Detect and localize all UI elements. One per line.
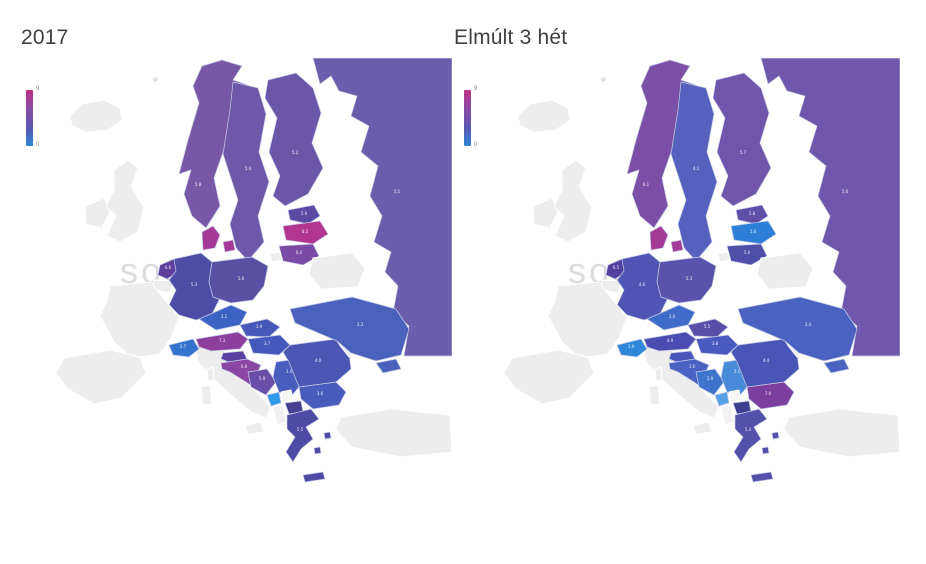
country-islet	[599, 75, 608, 84]
country-greece[interactable]	[313, 446, 322, 455]
country-greece[interactable]	[733, 408, 768, 463]
country-austria[interactable]	[195, 331, 249, 352]
country-poland[interactable]	[656, 256, 717, 304]
country-iberia	[503, 349, 595, 405]
country-belarus	[756, 252, 814, 290]
country-denmark[interactable]	[222, 239, 236, 253]
country-austria[interactable]	[643, 331, 697, 352]
country-denmark[interactable]	[201, 225, 221, 251]
country-poland[interactable]	[208, 256, 269, 304]
legend-max-label: 9	[36, 86, 40, 92]
country-crimea[interactable]	[823, 358, 850, 374]
country-bosnia[interactable]	[247, 368, 277, 396]
country-hungary[interactable]	[695, 334, 739, 356]
country-latvia[interactable]	[282, 220, 329, 245]
map-title-2017: 2017	[21, 26, 69, 49]
europe-choropleth-map-last-3-weeks: 6.14.15.75.65.81.65.06.54.65.33.05.54.91…	[503, 58, 900, 483]
country-iceland	[517, 99, 571, 133]
country-denmark[interactable]	[670, 239, 684, 253]
country-ukraine[interactable]	[737, 296, 858, 362]
country-greece[interactable]	[750, 471, 774, 483]
country-denmark[interactable]	[649, 225, 669, 251]
country-latvia[interactable]	[730, 220, 777, 245]
country-sweden[interactable]	[222, 81, 270, 262]
country-ireland	[532, 197, 559, 229]
country-russia[interactable]	[760, 58, 900, 357]
country-switzerland[interactable]	[616, 338, 648, 358]
country-greece[interactable]	[761, 446, 770, 455]
country-slovakia[interactable]	[687, 318, 729, 338]
country-islet	[151, 75, 160, 84]
country-czech[interactable]	[198, 304, 248, 331]
country-uk	[105, 159, 145, 243]
country-czech[interactable]	[646, 304, 696, 331]
country-greece[interactable]	[771, 431, 780, 440]
country-france	[99, 281, 180, 359]
country-france	[547, 281, 628, 359]
country-italy	[648, 384, 661, 406]
color-scale-legend: 9 0	[464, 86, 482, 150]
country-greece[interactable]	[302, 471, 326, 483]
country-hungary[interactable]	[247, 334, 291, 356]
country-finland[interactable]	[712, 72, 772, 207]
europe-choropleth-map-2017: 5.85.45.25.15.98.26.46.65.35.63.13.97.32…	[55, 58, 452, 483]
country-slovakia[interactable]	[239, 318, 281, 338]
country-italy	[692, 421, 712, 435]
country-turkey	[783, 408, 900, 458]
country-iceland	[69, 99, 123, 133]
country-bosnia[interactable]	[695, 368, 725, 396]
gradient-bar	[26, 90, 33, 146]
country-italy	[206, 366, 215, 382]
country-kosovo	[728, 389, 742, 403]
country-montenegro[interactable]	[266, 391, 282, 407]
legend-min-label: 0	[474, 142, 478, 148]
country-greece[interactable]	[285, 408, 320, 463]
color-scale-legend: 9 0	[26, 86, 44, 150]
country-finland[interactable]	[264, 72, 324, 207]
country-estonia[interactable]	[287, 204, 321, 225]
country-lithuania[interactable]	[278, 243, 320, 266]
country-ireland	[84, 197, 111, 229]
country-crimea[interactable]	[375, 358, 402, 374]
country-switzerland[interactable]	[168, 338, 200, 358]
country-uk	[553, 159, 593, 243]
country-italy	[654, 366, 663, 382]
country-belarus	[308, 252, 366, 290]
country-sweden[interactable]	[670, 81, 718, 262]
country-albania	[720, 404, 735, 426]
country-ukraine[interactable]	[289, 296, 410, 362]
country-kosovo	[280, 389, 294, 403]
country-montenegro[interactable]	[714, 391, 730, 407]
country-kaliningrad	[717, 251, 731, 263]
country-lithuania[interactable]	[726, 243, 768, 266]
country-estonia[interactable]	[735, 204, 769, 225]
map-title-last-3-weeks: Elmúlt 3 hét	[454, 26, 568, 49]
country-kaliningrad	[269, 251, 283, 263]
country-italy	[200, 384, 213, 406]
gradient-bar	[464, 90, 471, 146]
country-italy	[244, 421, 264, 435]
panel-last-3-weeks: Elmúlt 3 hét 9 0 sonline 6.14.15.75.65.8…	[448, 0, 918, 564]
country-russia[interactable]	[312, 58, 452, 357]
country-turkey	[335, 408, 452, 458]
country-greece[interactable]	[323, 431, 332, 440]
country-albania	[272, 404, 287, 426]
legend-max-label: 9	[474, 86, 478, 92]
country-iberia	[55, 349, 147, 405]
panel-2017: 2017 9 0 sonline 5.85.45.25.15.98.26.46.…	[21, 26, 452, 483]
legend-min-label: 0	[36, 142, 40, 148]
